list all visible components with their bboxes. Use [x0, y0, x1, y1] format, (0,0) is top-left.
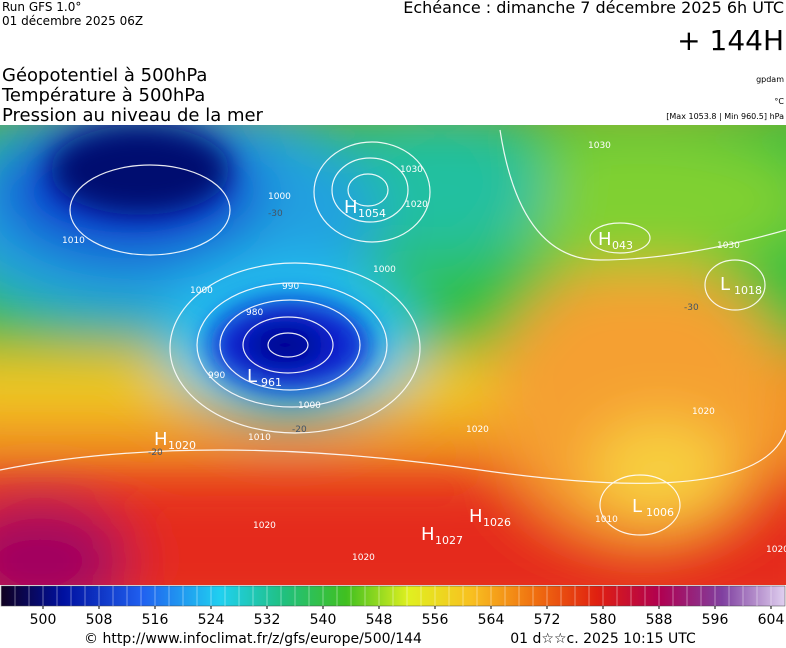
center-value: 1018	[734, 284, 762, 297]
colorbar-label: 588	[646, 612, 673, 628]
run: Run GFS 1.0°	[2, 0, 81, 14]
center-letter: L	[632, 496, 642, 517]
colorbar-label: 572	[534, 612, 561, 628]
isobar-label: 1010	[62, 236, 85, 246]
isobar-label: 990	[208, 371, 225, 381]
colorbar-label: 596	[702, 612, 729, 628]
colorbar-label: 508	[86, 612, 113, 628]
field: Température à 500hPa	[1, 85, 205, 106]
center-value: 1026	[483, 516, 511, 529]
isobar-label: 990	[282, 282, 299, 292]
center-letter: H	[469, 506, 483, 527]
center-value: 961	[261, 376, 282, 389]
isobar-label: 1030	[717, 241, 740, 251]
center-value: 1054	[358, 207, 386, 220]
temperature-label: -20	[148, 448, 163, 458]
unit: gpdam	[756, 75, 784, 84]
footer-timestamp: 01 d☆☆c. 2025 10:15 UTC	[510, 631, 696, 647]
colorbar-label: 524	[198, 612, 225, 628]
unit: [Max 1053.8 | Min 960.5] hPa	[666, 112, 784, 121]
center-letter: H	[154, 429, 168, 450]
isobar-label: 1000	[268, 192, 291, 202]
center-letter: H	[344, 197, 358, 218]
isobar-label: 1000	[373, 265, 396, 275]
temperature-label: -30	[684, 303, 699, 313]
temperature-label: -30	[268, 209, 283, 219]
isobar-label: 1020	[692, 407, 715, 417]
isobar-label: 1020	[405, 200, 428, 210]
run-date: 01 décembre 2025 06Z	[2, 14, 143, 28]
field: Pression au niveau de la mer	[2, 105, 264, 126]
isobar-label: 1020	[466, 425, 489, 435]
colorbar-label: 564	[478, 612, 505, 628]
temperature-label: -20	[292, 425, 307, 435]
colorbar-label: 580	[590, 612, 617, 628]
isobar-label: 1020	[352, 553, 375, 563]
footer-url: © http://www.infoclimat.fr/z/gfs/europe/…	[84, 631, 422, 647]
center-letter: L	[247, 366, 257, 387]
center-value: 1006	[646, 506, 674, 519]
isobar-label: 1020	[253, 521, 276, 531]
isobar-label: 980	[246, 308, 263, 318]
isobar-label: 1030	[400, 165, 423, 175]
center-value: 1020	[168, 439, 196, 452]
isobar-label: 1010	[595, 515, 618, 525]
horizon: + 144H	[677, 24, 784, 57]
isobar-label: 1030	[588, 141, 611, 151]
field: Géopotentiel à 500hPa	[2, 65, 207, 86]
isobar-label: 1000	[298, 401, 321, 411]
colorbar-label: 532	[254, 612, 281, 628]
colorbar-label: 516	[142, 612, 169, 628]
colorbar-label: 604	[758, 612, 785, 628]
center-value: 043	[612, 239, 633, 252]
center-letter: L	[720, 274, 730, 295]
unit: °C	[774, 97, 784, 106]
colorbar-label: 540	[310, 612, 337, 628]
colorbar-label: 548	[366, 612, 393, 628]
center-value: 1027	[435, 534, 463, 547]
echeance: Echéance : dimanche 7 décembre 2025 6h U…	[403, 0, 784, 17]
isobar-label: 1000	[190, 286, 213, 296]
center-letter: H	[421, 524, 435, 545]
isobar-label: 1020	[766, 545, 786, 555]
colorbar-label: 556	[422, 612, 449, 628]
colorbar-label: 500	[30, 612, 57, 628]
isobar-label: 1010	[248, 433, 271, 443]
center-letter: H	[598, 229, 612, 250]
